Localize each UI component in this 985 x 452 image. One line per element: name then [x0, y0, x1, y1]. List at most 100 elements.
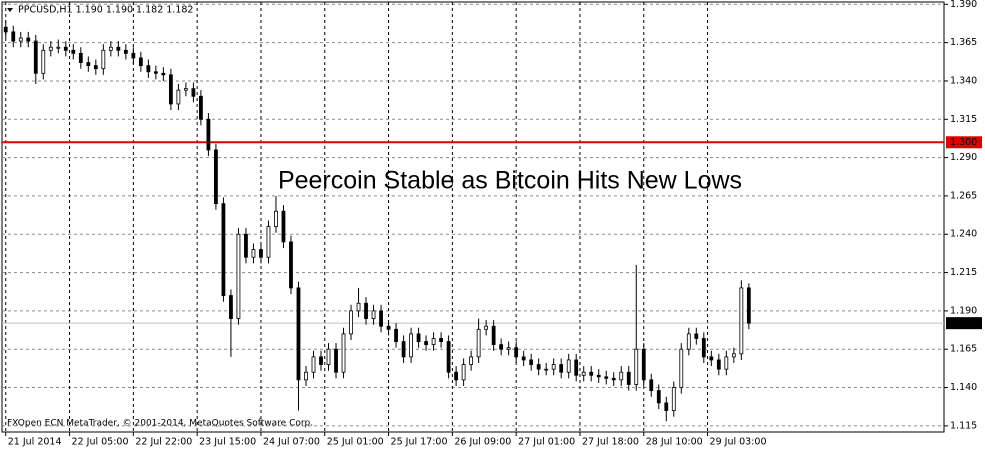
candle-body: [709, 356, 714, 361]
x-tick-label: 22 Jul 22:00: [135, 437, 192, 448]
candle-body: [731, 353, 736, 358]
candle-body: [386, 325, 391, 330]
y-tick-label: 1.290: [950, 152, 977, 163]
candle-body: [514, 347, 519, 358]
x-tick-label: 24 Jul 07:00: [263, 437, 320, 448]
candle-body: [221, 203, 226, 296]
candle-body: [161, 72, 166, 76]
candle-body: [138, 57, 143, 67]
candle-body: [18, 37, 23, 42]
y-tick-label: 1.190: [950, 305, 977, 316]
candle-body: [176, 89, 181, 105]
candle-body: [424, 341, 428, 346]
candle-body: [454, 371, 459, 381]
candle-body: [379, 310, 383, 327]
candle-body: [206, 118, 211, 151]
candle-body: [626, 371, 631, 385]
footer: FXOpen ECN MetaTrader, © 2001-2014, Meta…: [7, 419, 313, 429]
candle-body: [153, 71, 158, 74]
x-tick-label: 27 Jul 01:00: [518, 437, 575, 448]
level-label: 1.300: [950, 137, 977, 148]
candle-body: [11, 31, 16, 42]
candle-body: [739, 287, 744, 355]
candle-body: [304, 371, 308, 381]
candle-body: [349, 310, 353, 335]
candle-body: [56, 46, 61, 49]
candle-body: [168, 74, 173, 105]
candle-body: [439, 338, 443, 342]
candle-body: [694, 333, 699, 339]
candle-body: [409, 333, 413, 358]
candle-body: [536, 364, 541, 370]
candle-body: [41, 49, 46, 74]
y-tick-label: 1.390: [950, 0, 977, 10]
x-tick-label: 25 Jul 01:00: [327, 437, 384, 448]
candle-body: [574, 359, 579, 376]
x-tick-label: 22 Jul 05:00: [72, 437, 129, 448]
candle-body: [3, 26, 8, 33]
candle-body: [364, 302, 368, 319]
level-label-box: [946, 136, 982, 149]
candle-body: [63, 46, 68, 51]
candle-body: [476, 328, 481, 358]
y-tick-label: 1.315: [950, 114, 977, 125]
candle-body: [274, 210, 278, 227]
candle-body: [71, 49, 76, 54]
candle-body: [86, 62, 91, 67]
x-tick-label: 28 Jul 10:00: [646, 437, 703, 448]
candle-body: [679, 348, 684, 388]
y-tick-label: 1.265: [950, 190, 977, 201]
candle-body: [244, 233, 248, 258]
candle-body: [116, 46, 121, 51]
menu-arrow[interactable]: [7, 8, 13, 12]
candle-body: [319, 356, 323, 365]
candle-body: [199, 95, 203, 120]
candle-body: [701, 338, 706, 358]
candle-body: [671, 387, 676, 411]
y-tick-label: 1.215: [950, 267, 977, 278]
candle-body: [551, 364, 556, 370]
candle-body: [596, 374, 601, 378]
candle-body: [446, 341, 451, 373]
candle-body: [656, 390, 661, 404]
candle-body: [78, 52, 83, 63]
candle-body: [334, 348, 338, 373]
candle-body: [589, 371, 594, 376]
candle-body: [686, 333, 691, 350]
x-tick-label: 29 Jul 03:00: [710, 437, 767, 448]
candle-body: [664, 402, 669, 411]
candle-body: [341, 333, 346, 373]
candle-body: [236, 233, 241, 319]
candle-body: [634, 348, 639, 385]
y-tick-label: 1.115: [950, 420, 977, 431]
candle-body: [183, 88, 188, 91]
candle-body: [123, 49, 128, 54]
candle-body: [529, 359, 534, 365]
candle-body: [146, 65, 151, 73]
candle-body: [604, 376, 609, 379]
plot-frame: [1, 1, 945, 433]
candle-body: [229, 295, 233, 319]
candle-body: [311, 356, 316, 373]
candle-body: [33, 40, 38, 74]
candle-body: [461, 364, 466, 381]
candle-body: [521, 356, 526, 361]
candle-body: [469, 356, 474, 365]
candle-body: [716, 359, 721, 370]
candle-body: [296, 287, 301, 381]
level-label: 1.182: [950, 318, 977, 329]
candle-body: [289, 241, 293, 289]
candle-body: [431, 338, 436, 346]
candle-body: [251, 249, 256, 258]
candle-body: [326, 348, 331, 365]
candle-body: [641, 348, 646, 381]
candle-body: [191, 88, 196, 97]
x-tick-label: 23 Jul 15:00: [199, 437, 256, 448]
candle-body: [281, 210, 286, 243]
candle-body: [581, 371, 586, 376]
candle-body: [566, 359, 571, 373]
y-tick-label: 1.240: [950, 229, 977, 240]
candle-body: [619, 371, 624, 381]
